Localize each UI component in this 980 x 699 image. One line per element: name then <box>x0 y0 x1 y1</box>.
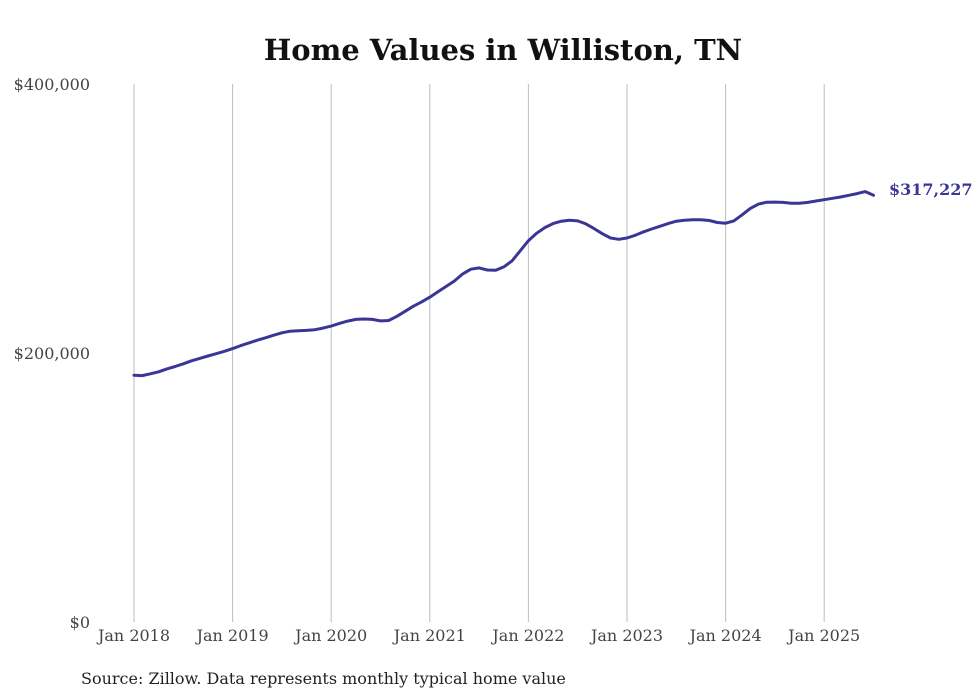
y-tick-label: $400,000 <box>14 75 90 94</box>
x-tick-label: Jan 2024 <box>688 626 762 645</box>
end-value-label: $317,227 <box>889 180 973 199</box>
x-tick-label: Jan 2019 <box>195 626 269 645</box>
x-tick-label: Jan 2021 <box>392 626 466 645</box>
x-tick-label: Jan 2025 <box>786 626 860 645</box>
y-axis: $0 $200,000 $400,000 <box>14 75 90 632</box>
x-tick-label: Jan 2020 <box>293 626 367 645</box>
y-tick-label: $0 <box>70 613 90 632</box>
x-tick-label: Jan 2018 <box>96 626 170 645</box>
x-tick-label: Jan 2023 <box>589 626 663 645</box>
x-tick-label: Jan 2022 <box>490 626 564 645</box>
x-axis: Jan 2018 Jan 2019 Jan 2020 Jan 2021 Jan 2022… <box>96 626 860 645</box>
grid <box>133 84 825 622</box>
y-tick-label: $200,000 <box>14 344 90 363</box>
series-line <box>132 190 875 378</box>
source-note: Source: Zillow. Data represents monthly … <box>81 669 566 688</box>
chart-title: Home Values in Williston, TN <box>264 33 742 67</box>
